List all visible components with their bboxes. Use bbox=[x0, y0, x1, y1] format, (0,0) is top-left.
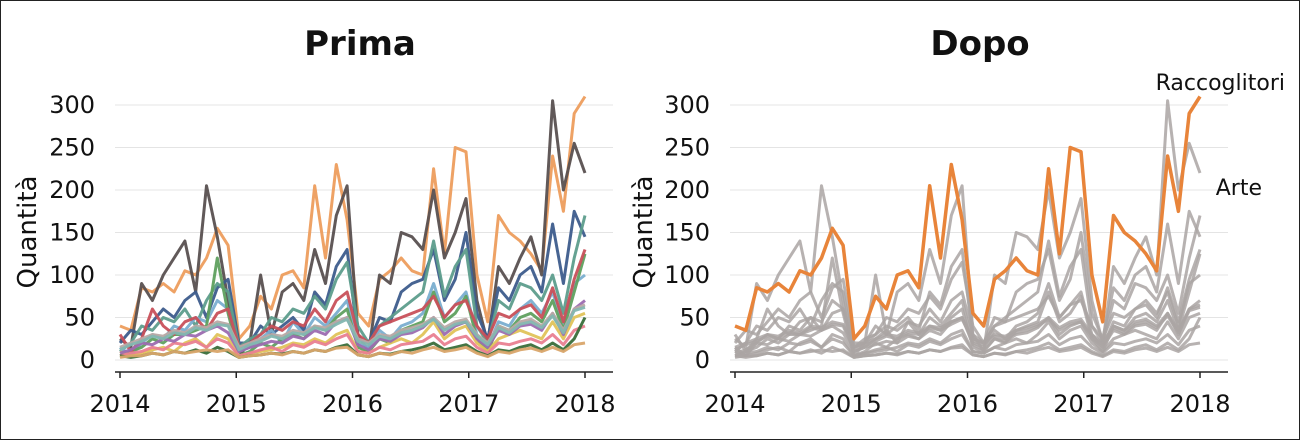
x-tick-label: 2017 bbox=[1053, 390, 1114, 418]
chart-title: Dopo bbox=[930, 24, 1029, 64]
series-line bbox=[119, 99, 587, 358]
series-line bbox=[118, 248, 587, 353]
x-tick-label: 2018 bbox=[1169, 390, 1230, 418]
y-tick-label: 50 bbox=[679, 304, 710, 332]
x-tick-label: 2017 bbox=[438, 390, 499, 418]
x-tick-label: 2014 bbox=[704, 390, 765, 418]
context-series-line bbox=[734, 305, 1201, 352]
y-tick-label: 50 bbox=[64, 304, 95, 332]
series-line bbox=[119, 305, 586, 352]
panel-prima: Prima Quantità 0 50 100 150 200 250 300 2014 2015 2… bbox=[13, 24, 616, 418]
context-series-line bbox=[734, 324, 1201, 358]
annotation-raccoglitori: Raccoglitori bbox=[1156, 71, 1285, 96]
context-series-line bbox=[733, 248, 1202, 353]
chart-title: Prima bbox=[304, 24, 416, 64]
y-tick-label: 300 bbox=[49, 91, 95, 119]
panel-dopo: Dopo Quantità 0 50 100 150 200 250 300 2014 2015 20… bbox=[629, 24, 1285, 418]
y-tick-label: 100 bbox=[49, 261, 95, 289]
y-tick-label: 150 bbox=[664, 219, 710, 247]
y-tick-label: 250 bbox=[664, 134, 710, 162]
y-tick-label: 0 bbox=[695, 346, 710, 374]
y-axis-label: Quantità bbox=[629, 176, 659, 289]
y-tick-label: 300 bbox=[664, 91, 710, 119]
x-tick-label: 2016 bbox=[322, 390, 383, 418]
y-tick-label: 200 bbox=[664, 176, 710, 204]
context-series-line bbox=[734, 341, 1201, 359]
y-tick-label: 100 bbox=[664, 261, 710, 289]
y-tick-label: 150 bbox=[49, 219, 95, 247]
x-tick-label: 2018 bbox=[554, 390, 615, 418]
highlight-series-line bbox=[734, 95, 1202, 341]
y-tick-label: 0 bbox=[80, 346, 95, 374]
series-line bbox=[119, 341, 586, 359]
x-tick-label: 2016 bbox=[937, 390, 998, 418]
x-tick-label: 2015 bbox=[206, 390, 267, 418]
series-line bbox=[119, 324, 586, 358]
y-axis-label: Quantità bbox=[13, 176, 43, 289]
y-tick-label: 250 bbox=[49, 134, 95, 162]
y-tick-label: 200 bbox=[49, 176, 95, 204]
x-tick-label: 2015 bbox=[821, 390, 882, 418]
annotation-arte: Arte bbox=[1216, 176, 1262, 201]
x-tick-label: 2014 bbox=[89, 390, 150, 418]
